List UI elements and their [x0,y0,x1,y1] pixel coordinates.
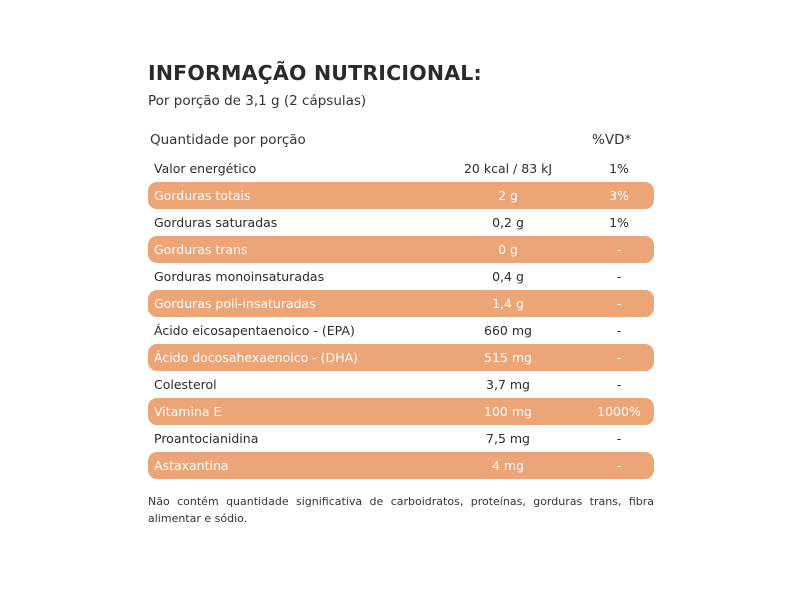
table-header: Quantidade por porção %VD* [148,130,654,150]
table-row: Gorduras saturadas 0,2 g 1% [148,209,654,236]
table-row: Colesterol 3,7 mg - [148,371,654,398]
nutrient-daily-value: 1% [609,215,629,230]
serving-size-subtitle: Por porção de 3,1 g (2 cápsulas) [148,93,367,109]
nutrient-name: Gorduras poli-insaturadas [154,296,316,311]
table-row: Gorduras monoinsaturadas 0,4 g - [148,263,654,290]
nutrient-amount: 4 mg [491,458,525,473]
nutrient-daily-value: - [616,269,622,284]
table-row: Gorduras trans 0 g - [148,236,654,263]
table-row: Gorduras poli-insaturadas 1,4 g - [148,290,654,317]
nutrient-amount: 1,4 g [492,296,524,311]
nutrient-amount: 7,5 mg [486,431,530,446]
nutrient-name: Ácido docosahexaenoico - (DHA) [154,350,358,365]
nutrient-amount: 0,4 g [492,269,524,284]
nutrient-amount: 660 mg [484,323,532,338]
nutrient-daily-value: - [616,296,622,311]
nutrient-daily-value: 1000% [597,404,641,419]
nutrient-amount: 100 mg [484,404,532,419]
nutrient-daily-value: - [616,323,622,338]
nutrient-daily-value: - [616,458,622,473]
nutrient-amount: 515 mg [484,350,532,365]
nutrient-name: Valor energético [154,161,257,176]
footnote: Não contém quantidade significativa de c… [148,495,654,525]
table-row: Astaxantina 4 mg - [148,452,654,479]
nutrient-daily-value: - [616,242,622,257]
nutrient-name: Gorduras trans [154,242,248,257]
nutrient-name: Astaxantina [154,458,229,473]
nutrient-amount: 0,2 g [492,215,524,230]
table-row: Vitamina E 100 mg 1000% [148,398,654,425]
nutrient-amount: 0 g [498,242,518,257]
table-row: Gorduras totais 2 g 3% [148,182,654,209]
nutrient-amount: 3,7 mg [486,377,530,392]
nutrient-amount: 2 g [498,188,518,203]
nutrient-daily-value: 3% [609,188,629,203]
quantity-header-label: Quantidade por porção [150,132,306,148]
table-row: Ácido eicosapentaenoico - (EPA) 660 mg - [148,317,654,344]
vd-header-label: %VD* [592,132,632,148]
nutrient-name: Colesterol [154,377,217,392]
table-row: Proantocianidina 7,5 mg - [148,425,654,452]
nutrient-amount: 20 kcal / 83 kJ [463,161,553,176]
nutrient-name: Ácido eicosapentaenoico - (EPA) [154,323,355,338]
table-row: Ácido docosahexaenoico - (DHA) 515 mg - [148,344,654,371]
nutrient-name: Proantocianidina [154,431,259,446]
nutrient-name: Vitamina E [154,404,222,419]
page-title: INFORMAÇÃO NUTRICIONAL: [148,61,482,85]
nutrient-daily-value: - [616,377,622,392]
nutrient-daily-value: - [616,431,622,446]
nutrient-name: Gorduras monoinsaturadas [154,269,325,284]
nutrient-name: Gorduras saturadas [154,215,278,230]
nutrient-daily-value: - [616,350,622,365]
table-row: Valor energético 20 kcal / 83 kJ 1% [148,155,654,182]
nutrient-daily-value: 1% [609,161,629,176]
nutrition-facts-panel: INFORMAÇÃO NUTRICIONAL: Por porção de 3,… [148,60,654,527]
nutrition-table: Valor energético 20 kcal / 83 kJ 1% Gordura… [148,155,654,479]
nutrient-name: Gorduras totais [154,188,251,203]
